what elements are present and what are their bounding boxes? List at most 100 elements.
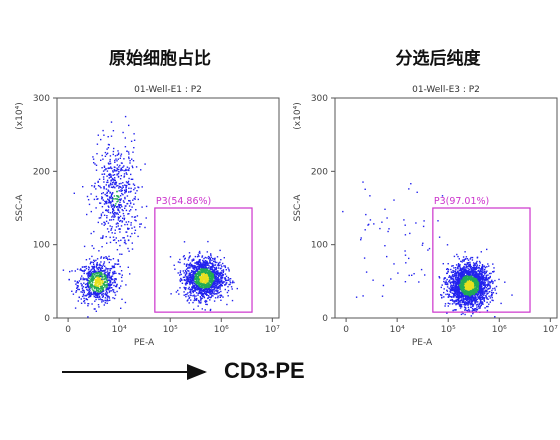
event-dot <box>454 292 456 294</box>
event-dot <box>477 284 479 286</box>
event-dot <box>99 202 102 204</box>
event-dot <box>92 286 94 288</box>
event-dot <box>455 309 457 311</box>
event-dot <box>113 174 116 176</box>
event-dot <box>205 291 208 294</box>
event-dot <box>489 301 491 303</box>
event-dot <box>88 291 90 294</box>
event-dot <box>469 261 471 264</box>
event-dot <box>187 259 190 261</box>
event-dot <box>107 268 109 270</box>
event-dot <box>96 264 98 267</box>
event-dot <box>124 184 126 186</box>
event-dot <box>100 275 102 277</box>
event-dot <box>118 204 120 207</box>
event-dot <box>213 291 215 293</box>
event-dot <box>92 276 95 278</box>
event-dot <box>105 256 107 258</box>
event-dot <box>133 226 136 228</box>
event-dot <box>479 307 481 309</box>
event-dot <box>88 273 90 276</box>
event-dot <box>483 287 485 289</box>
event-dot <box>458 258 460 260</box>
event-dot <box>475 281 477 284</box>
event-dot <box>122 237 124 239</box>
event-dot <box>126 166 129 168</box>
event-dot <box>93 162 95 164</box>
event-dot <box>486 285 489 287</box>
event-dot <box>120 169 122 171</box>
event-dot <box>443 278 445 280</box>
event-dot <box>105 202 107 205</box>
event-dot <box>107 299 109 302</box>
event-dot <box>204 309 206 311</box>
event-dot <box>467 302 469 304</box>
event-dot <box>107 211 110 213</box>
event-dot <box>450 291 452 293</box>
event-dot <box>80 298 82 300</box>
event-dot <box>93 290 95 292</box>
event-dot <box>89 280 91 282</box>
event-dot <box>465 286 467 288</box>
event-dot <box>457 271 459 273</box>
event-dot <box>224 284 226 286</box>
event-dot <box>136 215 139 217</box>
event-dot <box>474 295 476 297</box>
event-dot <box>453 302 455 304</box>
event-dot <box>89 270 92 273</box>
event-dot <box>467 294 469 296</box>
event-dot <box>462 276 465 279</box>
event-dot <box>209 266 212 268</box>
event-dot <box>191 281 193 283</box>
event-dot <box>479 306 481 308</box>
event-dot <box>462 290 465 292</box>
event-dot <box>110 167 112 169</box>
event-dot <box>204 288 206 290</box>
event-dot <box>122 185 124 187</box>
event-dot <box>185 295 187 298</box>
event-dot <box>97 180 99 183</box>
event-dot <box>196 256 199 258</box>
event-dot <box>473 278 476 281</box>
event-dot <box>132 151 134 153</box>
event-dot <box>465 302 467 304</box>
event-dot <box>90 293 93 295</box>
event-dot <box>470 295 472 298</box>
event-dot <box>221 280 223 283</box>
event-dot <box>197 262 199 264</box>
event-dot <box>471 307 474 310</box>
event-dot <box>203 277 205 279</box>
event-dot <box>192 295 194 297</box>
event-dot <box>95 290 97 292</box>
event-dot <box>481 272 483 274</box>
event-dot <box>127 213 129 215</box>
event-dot <box>120 189 122 191</box>
event-dot <box>184 257 186 259</box>
event-dot <box>455 281 457 284</box>
event-dot <box>453 289 455 291</box>
event-dot <box>215 289 217 291</box>
y-tick-label: 200 <box>33 167 50 177</box>
event-dot <box>471 278 473 280</box>
event-dot <box>463 260 465 262</box>
event-dot <box>113 195 116 197</box>
event-dot <box>217 290 219 292</box>
event-dot <box>465 266 467 269</box>
event-dot <box>473 276 475 278</box>
event-dot <box>465 272 468 274</box>
event-dot <box>202 290 204 292</box>
event-dot <box>472 312 474 315</box>
event-dot <box>106 228 109 230</box>
event-dot <box>478 303 480 305</box>
event-dot <box>204 256 206 259</box>
event-dot <box>87 284 89 287</box>
event-dot <box>474 282 476 284</box>
event-dot <box>124 137 126 139</box>
event-dot <box>199 252 201 254</box>
event-dot <box>453 288 455 290</box>
event-dot <box>86 278 89 280</box>
event-dot <box>477 266 480 269</box>
event-dot <box>202 268 204 271</box>
event-dot <box>483 287 486 290</box>
event-dot <box>86 288 88 291</box>
